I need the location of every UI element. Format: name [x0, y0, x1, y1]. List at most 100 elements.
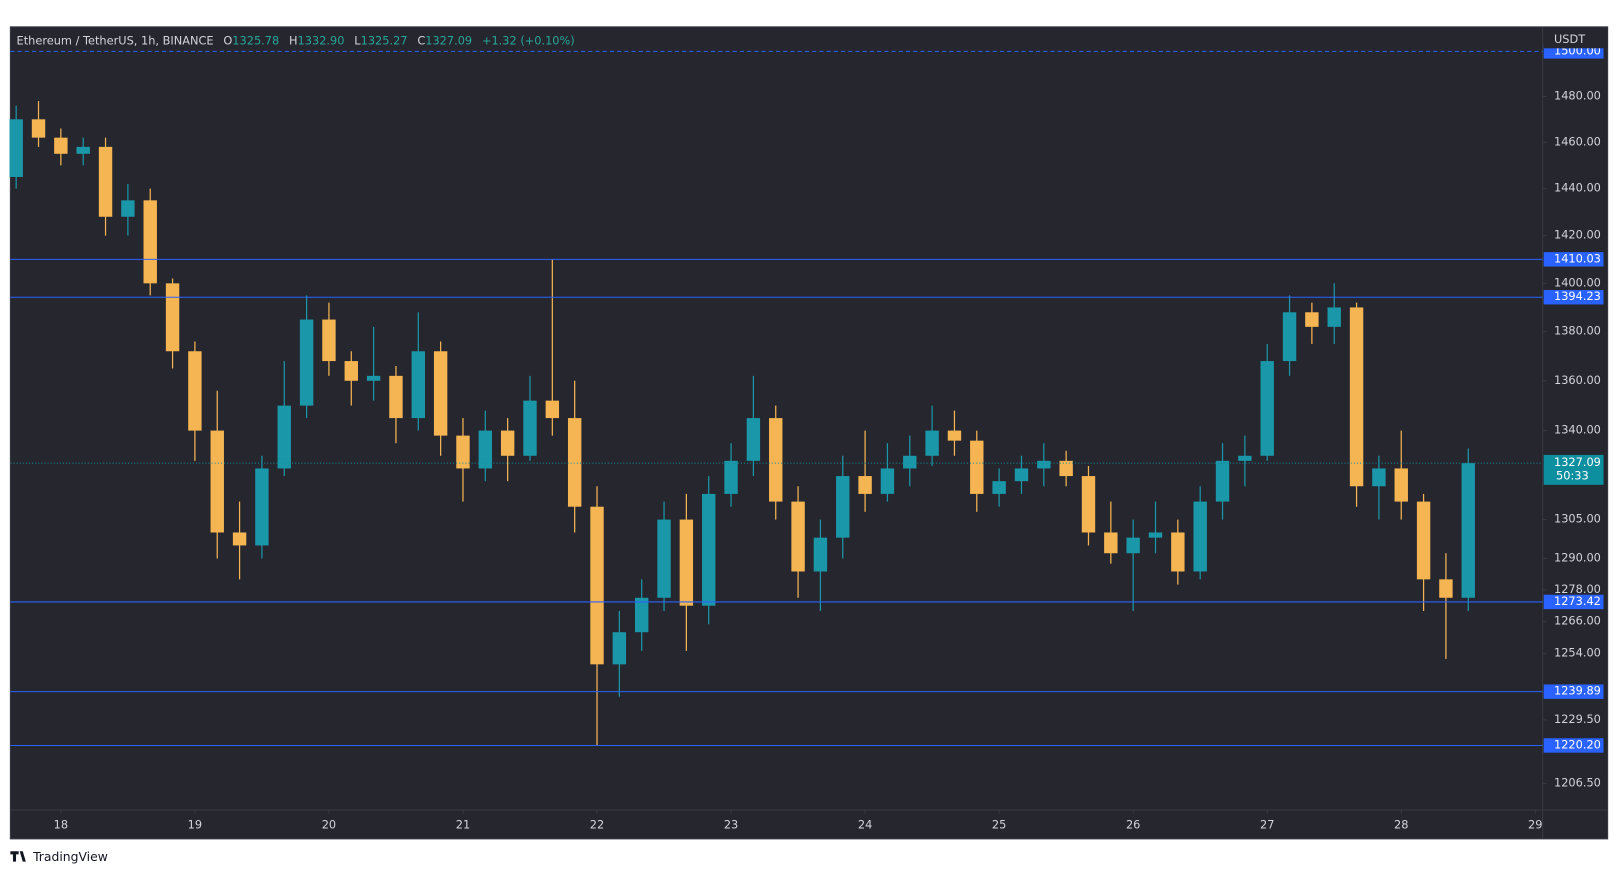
candle-body [1282, 312, 1297, 362]
close-value: 1327.09 [425, 33, 472, 47]
y-tick-label: 1266.00 [1554, 614, 1601, 628]
candle-body [299, 319, 314, 406]
y-tick-label: 1460.00 [1554, 134, 1601, 148]
candle-body [54, 137, 68, 154]
candle-body [746, 418, 761, 461]
level-label: 1410.03 [1554, 251, 1601, 265]
y-tick-label: 1480.00 [1554, 89, 1601, 103]
candle-body [143, 200, 157, 284]
y-tick-label: 1254.00 [1554, 646, 1601, 660]
candle-body [1349, 307, 1364, 487]
candle-body [925, 430, 939, 456]
candle-body [210, 430, 224, 533]
candle-body [411, 351, 425, 419]
last-price-label: 1327.09 [1554, 455, 1601, 469]
candle-body [1327, 307, 1341, 327]
candle-body [1461, 463, 1475, 598]
candle-body [1059, 460, 1073, 477]
candle-body [232, 532, 247, 546]
candle-body [1260, 361, 1274, 456]
plot [9, 101, 1475, 747]
candle-body [389, 375, 403, 419]
candle-body [277, 405, 291, 469]
level-label: 1239.89 [1554, 684, 1601, 698]
candle-body [612, 632, 627, 665]
level-tag [1543, 594, 1604, 610]
symbol: Ethereum / TetherUS, 1h, BINANCE [17, 33, 214, 47]
candle-body [1439, 579, 1453, 598]
candle-body [366, 375, 381, 381]
candle-body [634, 597, 649, 633]
candle-body [1104, 532, 1118, 554]
candle-body [1081, 476, 1096, 533]
candle-body [903, 455, 917, 469]
countdown: 50:33 [1556, 469, 1589, 483]
level-tag [1543, 290, 1604, 305]
y-tick-label: 1340.00 [1554, 423, 1601, 437]
level-tag [1543, 684, 1604, 699]
candle-body [9, 119, 23, 177]
low-value: 1325.27 [361, 33, 408, 47]
candle-body [1238, 455, 1252, 461]
y-tick-label: 1380.00 [1554, 324, 1601, 338]
candle-body [791, 501, 805, 572]
candle-body [769, 418, 783, 502]
candle-body [76, 146, 90, 154]
x-tick-label: 20 [322, 817, 336, 831]
logo-icon [10, 851, 26, 862]
x-tick-label: 21 [456, 817, 470, 831]
y-tick-label: 1278.00 [1554, 582, 1601, 596]
logo: TradingView [10, 850, 108, 864]
candle-body [523, 400, 537, 456]
open-value: 1325.78 [232, 33, 279, 47]
candle-body [98, 146, 113, 217]
x-tick-label: 19 [188, 817, 202, 831]
candle-body [1416, 501, 1431, 580]
candle-body [1394, 468, 1408, 502]
x-tick-label: 23 [724, 817, 738, 831]
candle-body [657, 519, 671, 598]
candle-body [970, 440, 984, 494]
candle-body [992, 481, 1006, 494]
chart-header: Ethereum / TetherUS, 1h, BINANCE O1325.7… [17, 33, 575, 47]
candle-body [1193, 501, 1207, 572]
candle-body [31, 119, 46, 138]
candle-body [165, 283, 180, 352]
y-tick-label: 1305.00 [1554, 512, 1601, 526]
candle-body [255, 468, 269, 546]
axis-cover [1543, 27, 1608, 49]
y-tick-label: 1400.00 [1554, 275, 1601, 289]
y-tick-label: 1360.00 [1554, 373, 1601, 387]
candle-body [1148, 532, 1163, 538]
candle-body [188, 351, 202, 431]
high-label: H [289, 33, 298, 47]
candle-body [1126, 537, 1140, 554]
y-tick-label: 1229.50 [1554, 712, 1601, 726]
level-tag [1543, 738, 1604, 753]
x-tick-label: 27 [1260, 817, 1274, 831]
candle-body [322, 319, 336, 362]
candle-body [121, 200, 135, 217]
candle-body [1014, 468, 1029, 482]
candle-body [545, 400, 560, 419]
candle-body [478, 430, 493, 469]
y-tick-label: 1290.00 [1554, 550, 1601, 564]
candle-body [1037, 460, 1051, 469]
candle-body [590, 506, 604, 665]
y-tick-label: 1440.00 [1554, 181, 1601, 195]
open-label: O [223, 33, 232, 47]
candle-body [836, 476, 850, 538]
low-label: L [354, 33, 361, 47]
candle-body [947, 430, 962, 441]
candle-body [813, 537, 828, 572]
x-tick-label: 24 [858, 817, 872, 831]
chart-panel [9, 26, 1609, 840]
x-tick-label: 25 [992, 817, 1006, 831]
candle-body [344, 361, 358, 381]
candle-body [1215, 460, 1230, 502]
x-tick-label: 26 [1126, 817, 1140, 831]
candle-body [724, 460, 738, 494]
candle-body [880, 468, 895, 494]
